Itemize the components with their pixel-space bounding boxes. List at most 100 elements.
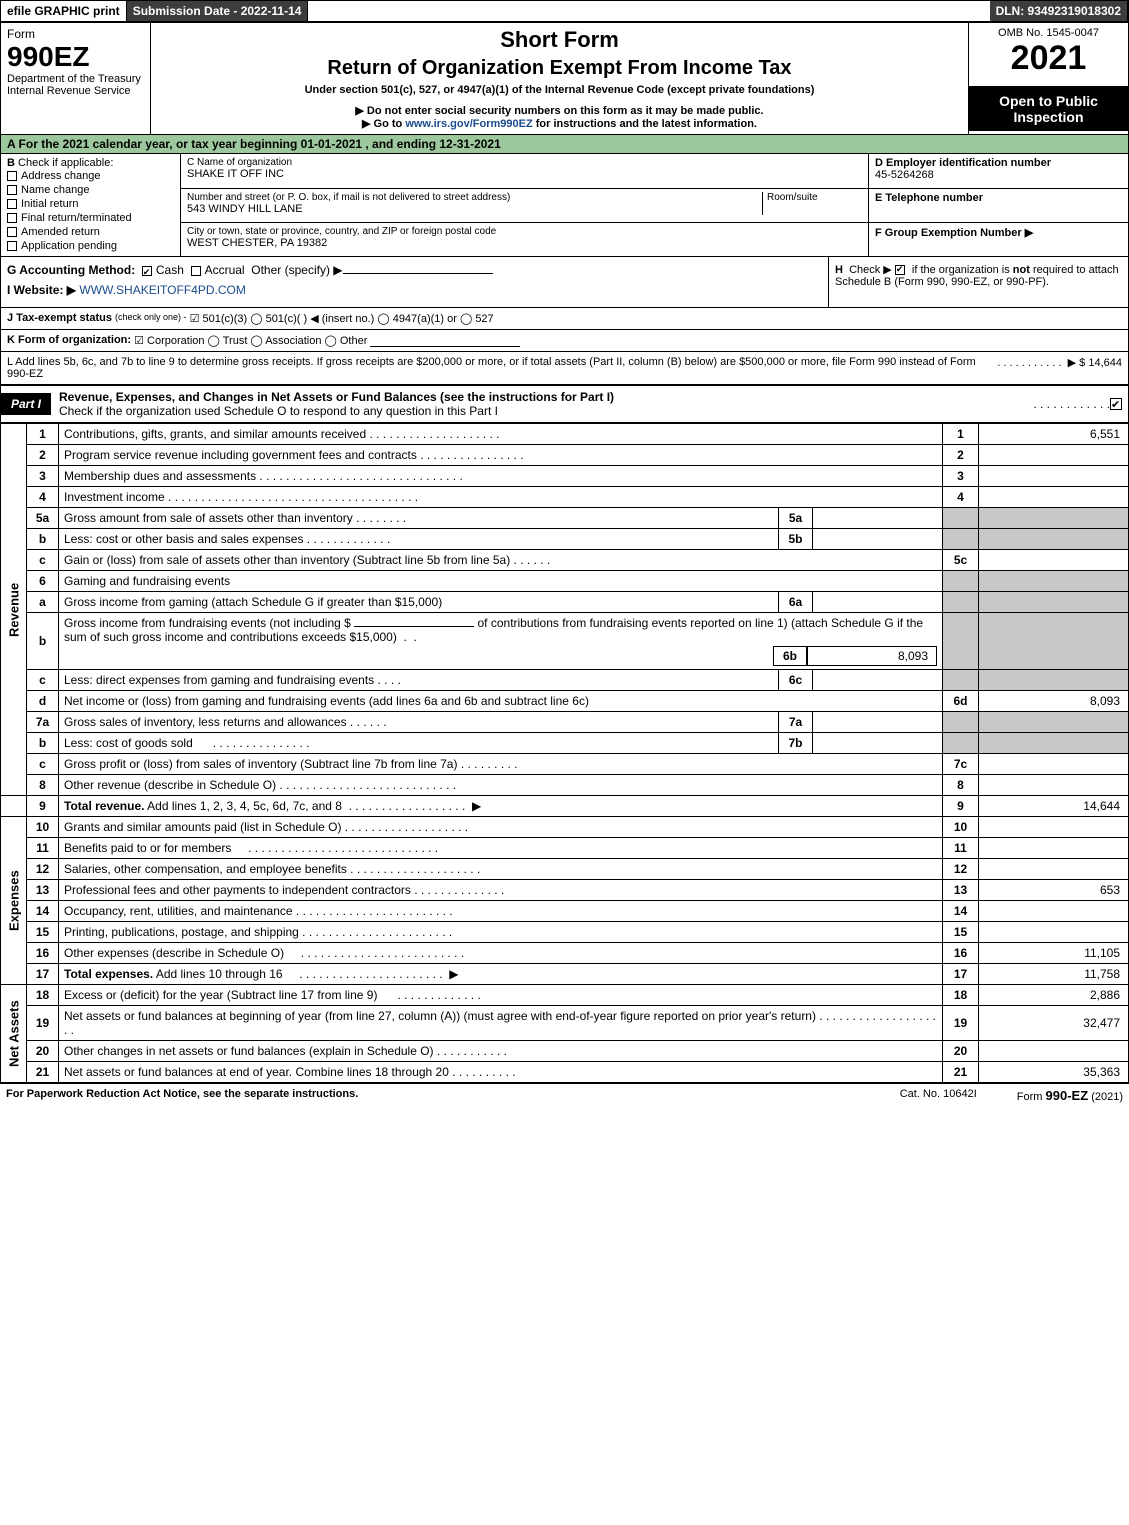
l4-rlab: 4 — [943, 487, 979, 508]
l10-rlab: 10 — [943, 817, 979, 838]
l14-amt — [979, 901, 1129, 922]
l10-amt — [979, 817, 1129, 838]
l12-amt — [979, 859, 1129, 880]
l5a-grey — [943, 508, 979, 529]
l7b-num: b — [27, 733, 59, 754]
part1-header: Part I Revenue, Expenses, and Changes in… — [0, 385, 1129, 423]
l16-amt: 11,105 — [979, 943, 1129, 964]
c-name-label: C Name of organization — [187, 157, 862, 168]
l6d-num: d — [27, 691, 59, 712]
chk-final-return[interactable] — [7, 213, 17, 223]
l7b-desc: Less: cost of goods sold — [64, 736, 193, 750]
l11-desc: Benefits paid to or for members — [64, 841, 231, 855]
opt-address-change: Address change — [21, 170, 101, 182]
l18-num: 18 — [27, 985, 59, 1006]
l7a-inlab: 7a — [779, 712, 813, 733]
j-options: ☑ 501(c)(3) ◯ 501(c)( ) ◀ (insert no.) ◯… — [190, 312, 494, 325]
l9-bold: Total revenue. — [64, 799, 144, 813]
irs-link[interactable]: www.irs.gov/Form990EZ — [405, 118, 532, 130]
chk-amended-return[interactable] — [7, 227, 17, 237]
l3-amt — [979, 466, 1129, 487]
page-footer: For Paperwork Reduction Act Notice, see … — [0, 1083, 1129, 1107]
chk-cash[interactable] — [142, 266, 152, 276]
l6d-desc: Net income or (loss) from gaming and fun… — [64, 694, 589, 708]
l18-amt: 2,886 — [979, 985, 1129, 1006]
l10-num: 10 — [27, 817, 59, 838]
side-netassets: Net Assets — [1, 985, 27, 1083]
l11-amt — [979, 838, 1129, 859]
footer-right: Form 990-EZ (2021) — [1017, 1088, 1123, 1103]
chk-schedule-o[interactable] — [1110, 398, 1122, 410]
l6-num: 6 — [27, 571, 59, 592]
l6c-num: c — [27, 670, 59, 691]
l6a-num: a — [27, 592, 59, 613]
l19-amt: 32,477 — [979, 1006, 1129, 1041]
e-phone-label: E Telephone number — [875, 192, 983, 204]
form-number: 990EZ — [7, 41, 144, 73]
l2-amt — [979, 445, 1129, 466]
l6d-rlab: 6d — [943, 691, 979, 712]
l7b-inval — [813, 733, 943, 754]
l20-num: 20 — [27, 1041, 59, 1062]
l5a-num: 5a — [27, 508, 59, 529]
efile-link[interactable]: efile GRAPHIC print — [1, 1, 127, 21]
l19-num: 19 — [27, 1006, 59, 1041]
footer-cat: Cat. No. 10642I — [900, 1088, 977, 1103]
opt-cash: Cash — [156, 263, 184, 277]
l7a-num: 7a — [27, 712, 59, 733]
l2-num: 2 — [27, 445, 59, 466]
title-short-form: Short Form — [157, 27, 962, 53]
chk-application-pending[interactable] — [7, 241, 17, 251]
website-link[interactable]: WWW.SHAKEITOFF4PD.COM — [79, 283, 245, 297]
title-return: Return of Organization Exempt From Incom… — [157, 57, 962, 80]
l6d-amt: 8,093 — [979, 691, 1129, 712]
l5c-rlab: 5c — [943, 550, 979, 571]
l6c-inlab: 6c — [779, 670, 813, 691]
l6b-inval: 8,093 — [807, 646, 937, 666]
part1-title: Revenue, Expenses, and Changes in Net As… — [59, 390, 614, 404]
l17-num: 17 — [27, 964, 59, 985]
l7b-inlab: 7b — [779, 733, 813, 754]
d-ein-label: D Employer identification number — [875, 157, 1051, 169]
l15-rlab: 15 — [943, 922, 979, 943]
l11-rlab: 11 — [943, 838, 979, 859]
l1-rlab: 1 — [943, 424, 979, 445]
warn-ssn: ▶ Do not enter social security numbers o… — [157, 104, 962, 117]
chk-accrual[interactable] — [191, 266, 201, 276]
l9-amt: 14,644 — [979, 796, 1129, 817]
j-sub: (check only one) - — [115, 312, 187, 325]
l16-rlab: 16 — [943, 943, 979, 964]
l21-rlab: 21 — [943, 1062, 979, 1083]
l10-desc: Grants and similar amounts paid (list in… — [64, 820, 341, 834]
top-bar: efile GRAPHIC print Submission Date - 20… — [0, 0, 1129, 22]
k-form-org-label: K Form of organization: — [7, 334, 131, 347]
chk-initial-return[interactable] — [7, 199, 17, 209]
l12-desc: Salaries, other compensation, and employ… — [64, 862, 347, 876]
l1-num: 1 — [27, 424, 59, 445]
l20-amt — [979, 1041, 1129, 1062]
street-value: 543 WINDY HILL LANE — [187, 203, 762, 215]
l19-rlab: 19 — [943, 1006, 979, 1041]
part1-subtitle: Check if the organization used Schedule … — [59, 404, 498, 418]
l8-amt — [979, 775, 1129, 796]
open-to-public: Open to Public Inspection — [969, 87, 1128, 131]
l5b-inval — [813, 529, 943, 550]
l13-amt: 653 — [979, 880, 1129, 901]
omb-number: OMB No. 1545-0047 — [975, 27, 1122, 39]
chk-sched-b[interactable] — [895, 265, 905, 275]
j-tax-exempt-label: J Tax-exempt status — [7, 312, 112, 325]
department: Department of the Treasury Internal Reve… — [7, 73, 144, 97]
k-options: ☑ Corporation ◯ Trust ◯ Association ◯ Ot… — [134, 334, 367, 347]
l13-num: 13 — [27, 880, 59, 901]
f-group-label: F Group Exemption Number ▶ — [875, 227, 1033, 239]
chk-address-change[interactable] — [7, 171, 17, 181]
l1-desc: Contributions, gifts, grants, and simila… — [64, 427, 366, 441]
l17-rlab: 17 — [943, 964, 979, 985]
g-accounting-label: G Accounting Method: — [7, 263, 135, 277]
l5a-inval — [813, 508, 943, 529]
l5c-desc: Gain or (loss) from sale of assets other… — [64, 553, 510, 567]
l8-num: 8 — [27, 775, 59, 796]
chk-name-change[interactable] — [7, 185, 17, 195]
l15-num: 15 — [27, 922, 59, 943]
l19-desc: Net assets or fund balances at beginning… — [64, 1009, 816, 1023]
